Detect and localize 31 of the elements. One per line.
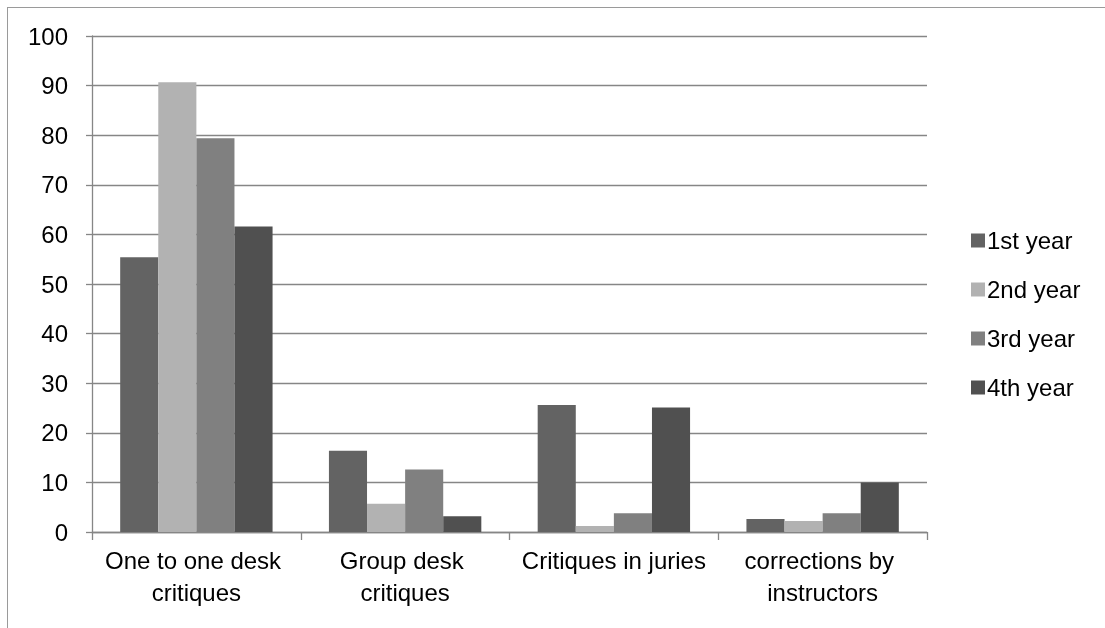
legend-label: 2nd year (987, 276, 1081, 303)
y-tick-label: 70 (41, 171, 68, 199)
y-tick-label: 10 (41, 468, 68, 496)
bar (328, 450, 368, 532)
bar (234, 226, 273, 532)
bar (537, 405, 576, 532)
y-tick-label: 50 (41, 270, 68, 298)
bar (860, 482, 899, 532)
bar (158, 82, 197, 532)
y-tick-label: 60 (41, 220, 68, 248)
x-tick-label: One to one desk critiques (104, 546, 288, 606)
bar (575, 526, 614, 532)
bar (367, 503, 406, 532)
bar (120, 257, 159, 532)
y-tick-label: 90 (41, 72, 68, 100)
legend-label: 1st year (987, 227, 1073, 254)
y-tick-label: 0 (54, 518, 68, 546)
y-tick-label: 20 (41, 419, 68, 447)
legend-label: 3rd year (987, 325, 1076, 352)
bar (651, 407, 691, 532)
x-tick-label: Group desk critiques (339, 546, 471, 606)
x-tick-label: corrections by instructors (744, 546, 901, 606)
y-tick-label: 100 (27, 22, 68, 50)
y-tick-label: 80 (41, 121, 68, 149)
y-tick-label: 40 (41, 320, 68, 348)
bar (746, 519, 785, 532)
bar (443, 516, 482, 532)
y-tick-label: 30 (41, 369, 68, 397)
x-tick-label: Critiques in juries (521, 546, 706, 574)
bar (784, 521, 823, 532)
legend-label: 4th year (987, 374, 1074, 401)
